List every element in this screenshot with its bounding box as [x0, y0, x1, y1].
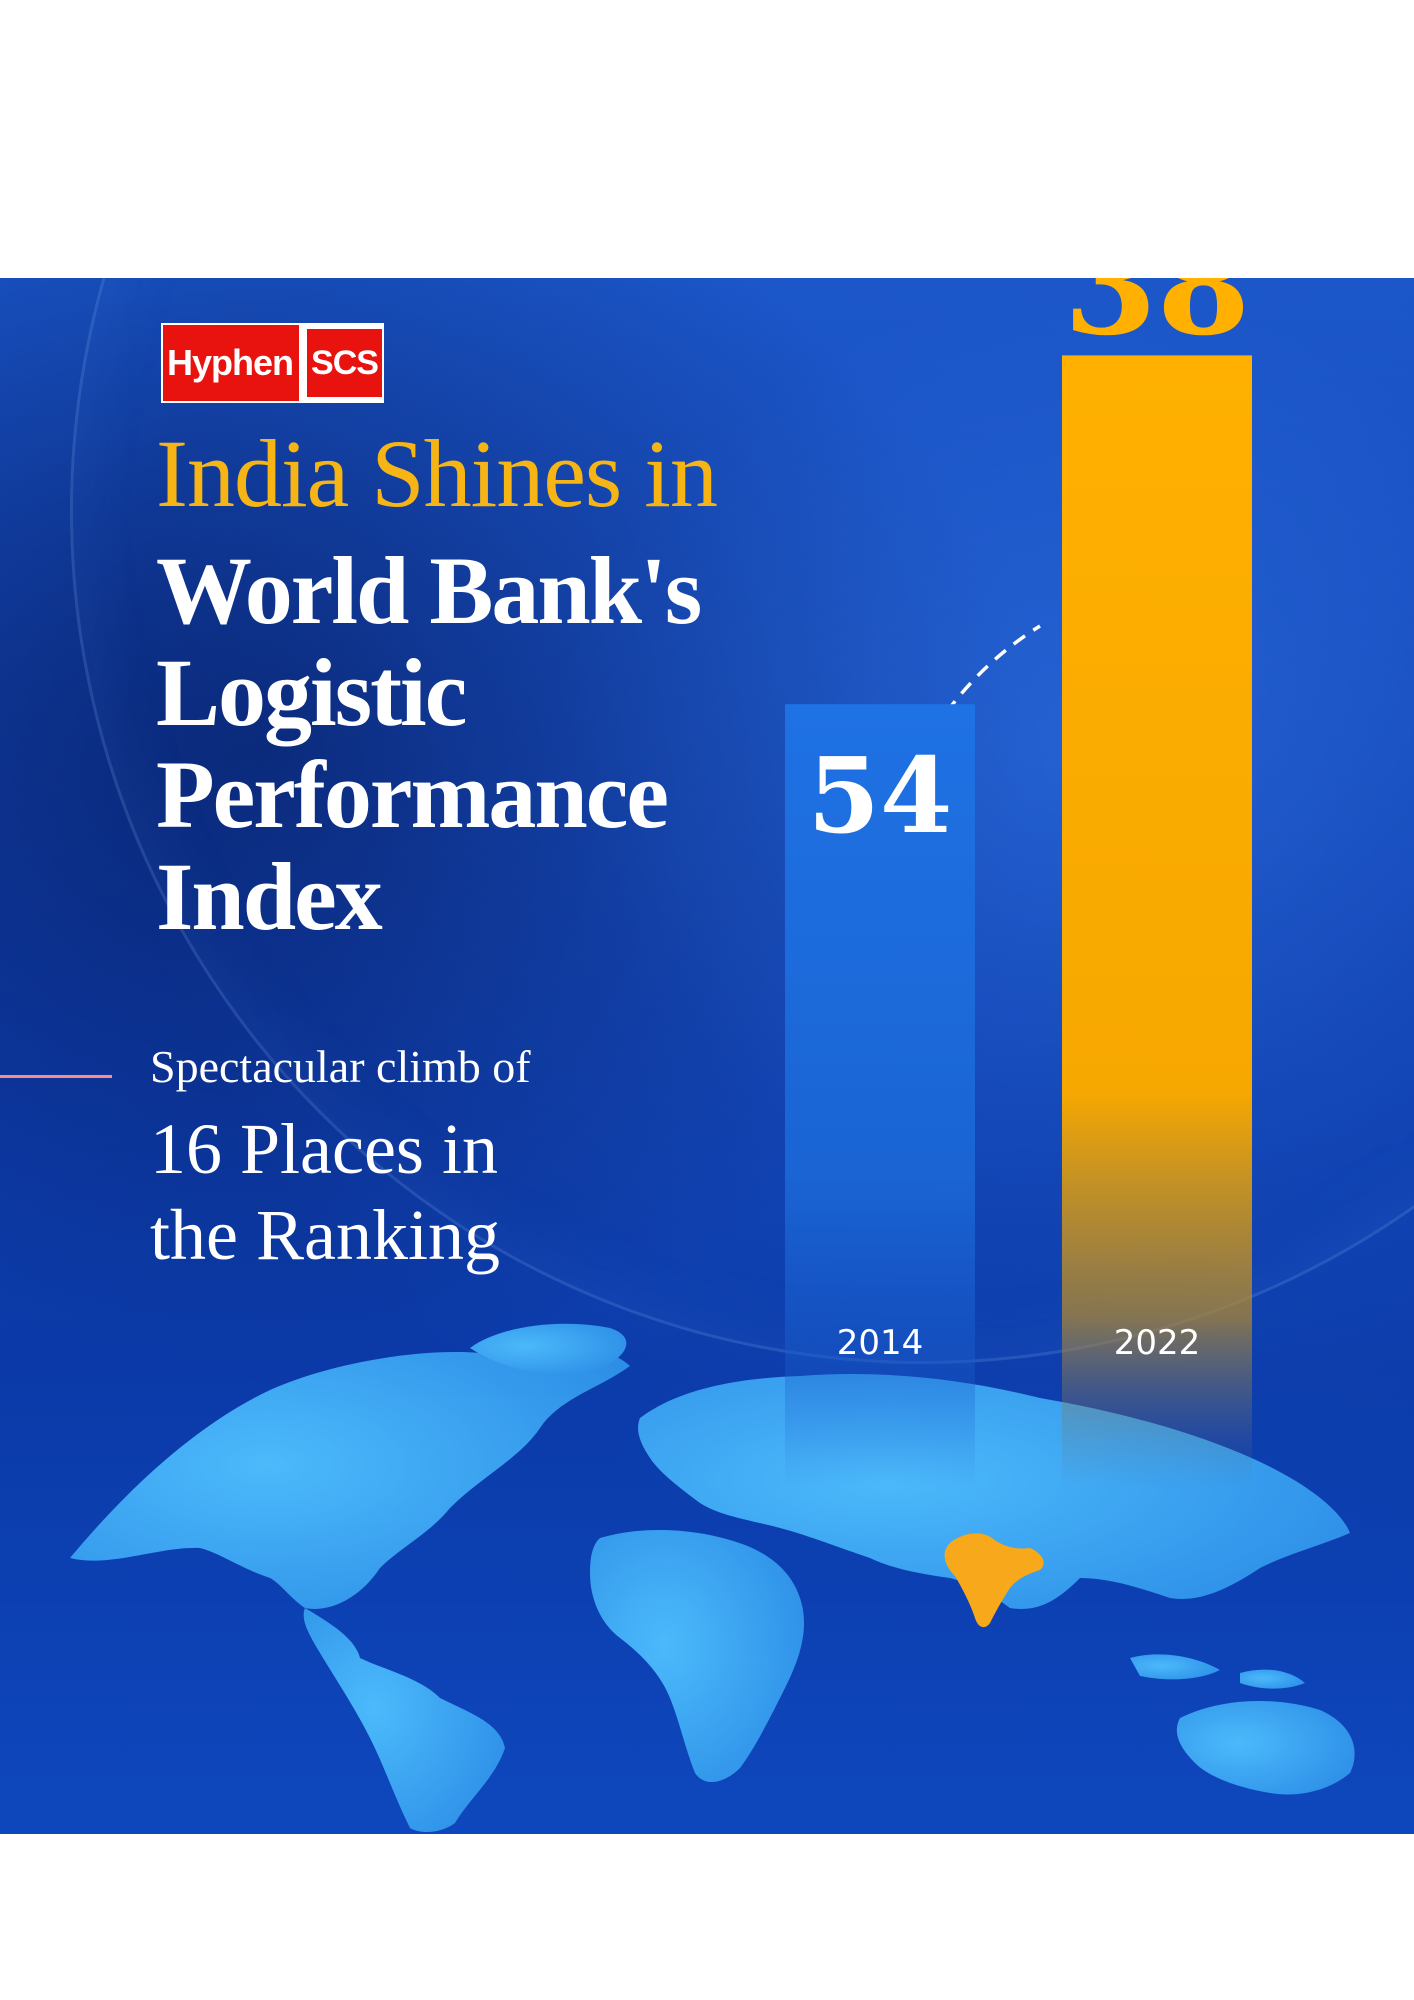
subtitle-intro: Spectacular climb of — [150, 1041, 531, 1092]
india-map-icon — [944, 1533, 1044, 1628]
infographic-poster: Hyphen SCS India Shines in World Bank's … — [0, 278, 1414, 1834]
title-line-accent: India Shines in — [156, 420, 718, 527]
logo-text-scs: SCS — [303, 329, 382, 397]
bars-layer: 54 2014 38 2022 — [785, 278, 1252, 1488]
title-line: Performance — [156, 741, 669, 848]
logo-text-hyphen: Hyphen — [163, 325, 300, 401]
subtitle-highlight: 16 Places in the Ranking — [150, 1106, 650, 1278]
subtitle-line: 16 Places in — [150, 1109, 498, 1189]
accent-divider — [0, 1075, 112, 1078]
subtitle-line: the Ranking — [150, 1195, 500, 1275]
bar-value-label: 54 — [808, 734, 953, 857]
bar-category-label: 2022 — [1114, 1323, 1201, 1363]
bar-category-label: 2014 — [837, 1323, 924, 1363]
title-line: Logistic — [156, 639, 467, 746]
title-line: World Bank's — [156, 537, 702, 644]
bar-2022 — [1062, 355, 1252, 1488]
bar-value-label: 38 — [1064, 278, 1250, 365]
hyphen-scs-logo: Hyphen SCS — [161, 323, 384, 403]
ranking-chart: 54 2014 38 2022 — [70, 278, 1355, 1833]
title-line: Index — [156, 843, 383, 950]
title-main: World Bank's Logistic Performance Index — [156, 540, 796, 948]
bar-2014 — [785, 704, 975, 1488]
